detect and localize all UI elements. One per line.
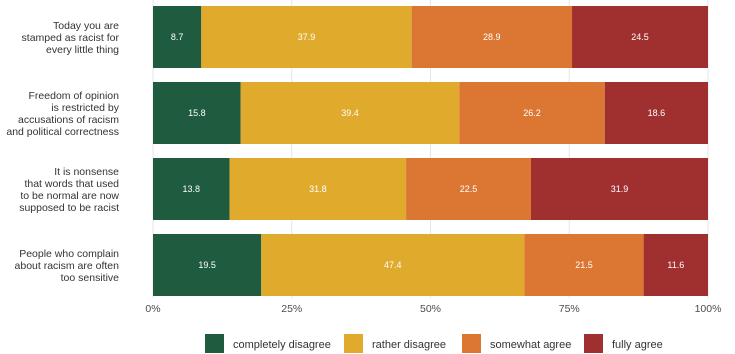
- x-axis-ticks: 0% 25% 50% 75% 100%: [145, 303, 721, 315]
- bar-segment-fully-agree-2: [530, 158, 708, 220]
- legend-swatch: [462, 334, 481, 353]
- data-label: 39.4: [341, 108, 359, 118]
- category-label: Freedom of opinion is restricted by accusa…: [6, 90, 119, 138]
- bar-segment-completely-disagree-3: [153, 234, 262, 296]
- bars: [153, 6, 708, 296]
- legend-item: fully agree: [584, 334, 663, 353]
- data-label: 8.7: [171, 32, 184, 42]
- bar-segment-somewhat-agree-0: [411, 6, 573, 68]
- data-label: 18.6: [648, 108, 666, 118]
- category-label: People who complain about racism are ofte…: [15, 248, 120, 284]
- legend-label: fully agree: [612, 339, 663, 351]
- data-label: 21.5: [575, 260, 593, 270]
- legend-item: somewhat agree: [462, 334, 571, 353]
- legend-swatch: [344, 334, 363, 353]
- data-labels: 8.7 37.9 28.9 24.5 15.8 39.4 26.2 18.6 13.8 31.8 2…: [171, 32, 684, 270]
- data-label: 15.8: [188, 108, 206, 118]
- x-tick-label: 25%: [281, 303, 302, 315]
- legend-label: completely disagree: [233, 339, 331, 351]
- bar-segment-somewhat-agree-2: [406, 158, 531, 220]
- bar-segment-fully-agree-3: [643, 234, 708, 296]
- data-label: 31.8: [309, 184, 327, 194]
- x-tick-label: 0%: [145, 303, 160, 315]
- bar-segment-somewhat-agree-3: [524, 234, 644, 296]
- data-label: 28.9: [483, 32, 501, 42]
- legend-label: rather disagree: [372, 339, 446, 351]
- bar-segment-rather-disagree-2: [229, 158, 407, 220]
- legend-item: rather disagree: [344, 334, 446, 353]
- bar-segment-completely-disagree-1: [153, 82, 241, 144]
- data-label: 26.2: [523, 108, 541, 118]
- x-tick-label: 100%: [695, 303, 722, 315]
- bar-segment-fully-agree-0: [572, 6, 708, 68]
- bar-segment-completely-disagree-0: [153, 6, 202, 68]
- category-labels: Today you are stamped as racist for every …: [6, 20, 119, 284]
- data-label: 22.5: [460, 184, 478, 194]
- data-label: 47.4: [384, 260, 402, 270]
- x-tick-label: 50%: [420, 303, 441, 315]
- bar-segment-completely-disagree-2: [153, 158, 230, 220]
- bar-segment-rather-disagree-1: [240, 82, 460, 144]
- bar-segment-rather-disagree-3: [261, 234, 525, 296]
- legend-swatch: [205, 334, 224, 353]
- legend-item: completely disagree: [205, 334, 331, 353]
- data-label: 13.8: [183, 184, 201, 194]
- category-label: Today you are stamped as racist for every …: [22, 20, 120, 56]
- x-tick-label: 75%: [559, 303, 580, 315]
- legend-swatch: [584, 334, 603, 353]
- bar-segment-fully-agree-1: [604, 82, 708, 144]
- data-label: 19.5: [198, 260, 216, 270]
- category-label: It is nonsense that words that used to be …: [19, 166, 119, 214]
- bar-segment-somewhat-agree-1: [459, 82, 605, 144]
- bar-segment-rather-disagree-0: [201, 6, 412, 68]
- data-label: 11.6: [667, 260, 684, 270]
- legend-label: somewhat agree: [490, 339, 571, 351]
- data-label: 31.9: [611, 184, 629, 194]
- data-label: 24.5: [631, 32, 649, 42]
- data-label: 37.9: [298, 32, 316, 42]
- legend: completely disagree rather disagree somewh…: [205, 334, 663, 353]
